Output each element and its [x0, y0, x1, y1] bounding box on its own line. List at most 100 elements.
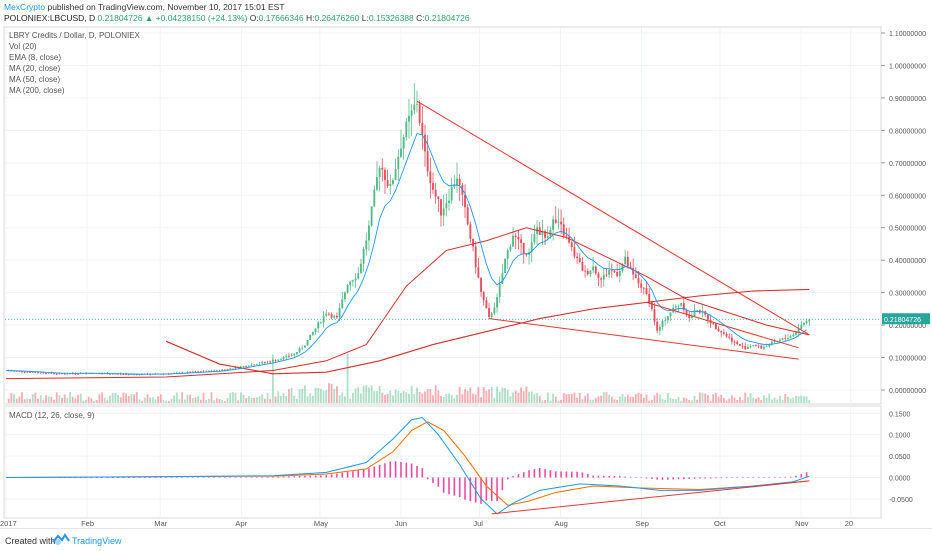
macd-histogram-bar [715, 477, 717, 479]
candle-body [570, 242, 573, 248]
volume-bar [74, 398, 77, 403]
macd-histogram-bar [293, 476, 296, 478]
macd-histogram-bar [795, 475, 797, 478]
macd-histogram-bar [576, 471, 578, 478]
volume-bar [45, 395, 47, 403]
volume-bar [728, 398, 731, 403]
volume-bar [338, 395, 341, 403]
macd-histogram-bar [362, 469, 365, 478]
macd-histogram-bar [640, 477, 642, 478]
candle-body [498, 283, 501, 298]
volume-bar [34, 392, 37, 403]
candle-body [63, 373, 66, 375]
candles[interactable] [7, 83, 811, 376]
candle-body [138, 374, 141, 376]
volume-bar [477, 387, 480, 403]
volume-bar [560, 399, 563, 403]
volume-bar [61, 397, 63, 403]
volume-bar [787, 396, 789, 403]
volume-bar [18, 396, 21, 403]
volume-bar [637, 393, 640, 403]
open-value: 0.17666346 [258, 13, 304, 23]
tradingview-brand-link[interactable]: TradingView [72, 536, 122, 546]
candle-body [578, 258, 581, 263]
legend-macd: MACD (12, 26, close, 9) [9, 411, 95, 420]
macd-histogram-bar [416, 465, 418, 478]
volume-bar [362, 385, 365, 403]
volume-bar [279, 395, 282, 403]
volume-bar [178, 399, 181, 403]
volume-bar [677, 397, 680, 403]
macd-histogram-bar [736, 477, 739, 478]
volume-bar [685, 398, 688, 403]
volume-bar [648, 400, 651, 403]
candle-body [373, 189, 376, 207]
candle-body [39, 372, 42, 374]
volume-bar [461, 394, 464, 403]
candle-body [632, 267, 635, 275]
volume-bar [541, 400, 544, 403]
macd-histogram-bar [352, 471, 354, 478]
candle-body [464, 194, 466, 208]
volume-bar [498, 391, 501, 403]
candle-body [754, 345, 757, 346]
x-tick-label: 20 [845, 519, 853, 528]
author-link[interactable]: MexCrypto [4, 2, 46, 12]
volume-bar [696, 399, 699, 403]
macd-histogram-bar [229, 477, 231, 478]
price-axis[interactable]: 1.10000000 1.00000000 0.90000000 0.80000000… [881, 31, 930, 504]
macd-histogram-bar [528, 470, 530, 478]
macd-histogram-bar [549, 470, 552, 478]
candle-body [221, 369, 224, 371]
candle-body [405, 121, 408, 138]
candle-body [111, 373, 114, 375]
macd-histogram-bar [304, 475, 306, 478]
macd-histogram-bar [149, 477, 151, 478]
volume-bar [181, 392, 184, 403]
price-chart[interactable]: 1.10000000 1.00000000 0.90000000 0.80000000… [0, 0, 932, 528]
price-change: +0.04238150 (+24.13%) [155, 13, 248, 23]
candle-body [127, 374, 130, 375]
candle-body [488, 308, 490, 318]
trendline [488, 318, 799, 360]
change-arrow-icon: ▲ [144, 13, 154, 23]
trendlines[interactable] [5, 100, 880, 360]
candle-body [560, 221, 563, 225]
candle-body [746, 347, 749, 350]
candle-body [384, 169, 386, 181]
x-tick-label: 2017 [0, 519, 17, 528]
volume-bar [712, 393, 715, 403]
moving-averages [5, 133, 810, 380]
volume-bar [373, 391, 376, 403]
candle-body [586, 270, 589, 275]
macd-histogram-bar [176, 477, 178, 478]
candle-body [306, 340, 309, 346]
candle-body [199, 371, 202, 373]
volume-bar [522, 391, 525, 403]
volume-bar [237, 400, 240, 403]
candle-body [189, 372, 192, 373]
candle-body [664, 320, 667, 322]
volume-bar [533, 393, 536, 403]
macd-histogram-bar [677, 477, 680, 480]
candle-body [509, 246, 512, 251]
macd-histogram-bar [635, 477, 637, 478]
candle-body [341, 299, 344, 309]
macd-histogram-bar [368, 468, 370, 478]
macd-histogram-bar [538, 468, 541, 478]
time-axis[interactable]: 2017 Feb Mar Apr May Jun Jul Aug Sep Oct Nov 20 [0, 519, 853, 528]
legend-ma50: MA (50, close) [9, 75, 60, 84]
candle-body [741, 345, 744, 347]
macd-histogram-bar [661, 477, 664, 480]
macd-histogram-bar [111, 477, 114, 478]
candle-body [245, 366, 248, 367]
volume-bar [416, 387, 418, 403]
macd-histogram-bar [789, 476, 792, 478]
candle-body [808, 319, 811, 322]
candle-body [482, 292, 485, 301]
macd-histogram-bar [282, 476, 285, 478]
volume-bar [485, 390, 488, 403]
candle-body [269, 361, 272, 363]
candle-body [552, 219, 555, 231]
volume-bar [93, 400, 96, 403]
